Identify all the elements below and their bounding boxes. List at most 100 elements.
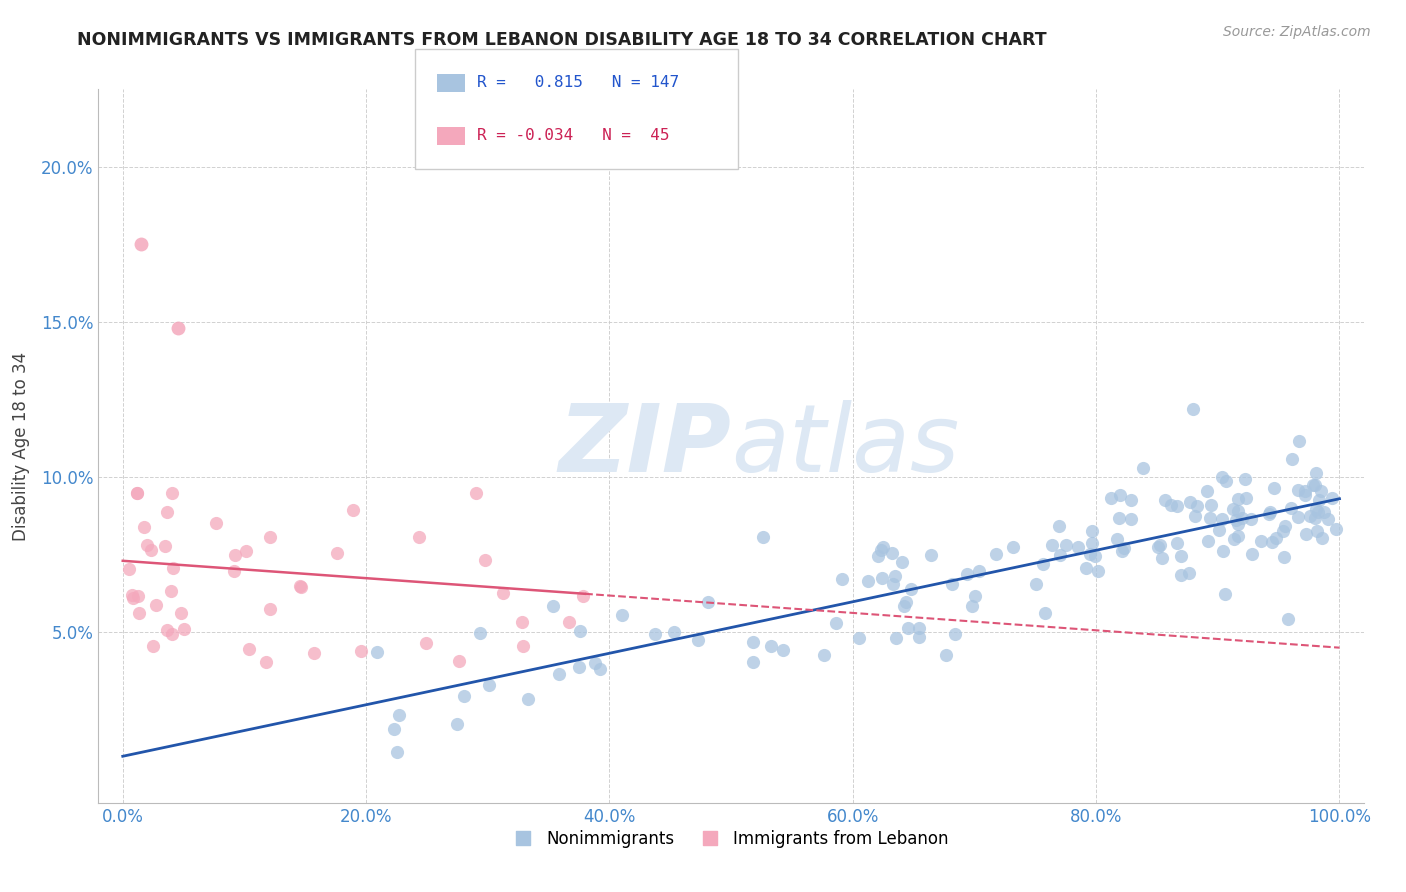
Point	[1234, 491, 1257, 505]
Point	[1309, 483, 1331, 498]
Point	[870, 543, 893, 558]
Point	[742, 634, 765, 648]
Point	[1294, 483, 1316, 498]
Point	[1264, 531, 1286, 545]
Point	[610, 608, 633, 623]
Point	[1227, 491, 1250, 506]
Point	[1211, 470, 1233, 484]
Point	[1078, 547, 1101, 561]
Point	[326, 546, 349, 560]
Point	[142, 640, 165, 654]
Point	[1178, 494, 1201, 508]
Point	[870, 571, 893, 585]
Point	[1305, 502, 1327, 516]
Point	[136, 538, 159, 552]
Point	[894, 595, 917, 609]
Text: Source: ZipAtlas.com: Source: ZipAtlas.com	[1223, 25, 1371, 39]
Point	[1286, 509, 1309, 524]
Point	[1250, 533, 1272, 548]
Point	[1305, 467, 1327, 481]
Point	[1326, 522, 1348, 536]
Point	[453, 690, 475, 704]
Point	[1281, 451, 1303, 466]
Point	[160, 583, 183, 598]
Point	[858, 574, 880, 588]
Point	[349, 644, 371, 658]
Point	[920, 548, 942, 562]
Point	[664, 625, 686, 640]
Point	[1225, 512, 1247, 526]
Point	[1132, 461, 1154, 475]
Point	[290, 580, 312, 594]
Point	[697, 594, 720, 608]
Text: NONIMMIGRANTS VS IMMIGRANTS FROM LEBANON DISABILITY AGE 18 TO 34 CORRELATION CHA: NONIMMIGRANTS VS IMMIGRANTS FROM LEBANON…	[77, 31, 1047, 49]
Point	[1054, 538, 1077, 552]
Point	[1241, 547, 1264, 561]
Point	[156, 624, 179, 638]
Point	[1032, 557, 1054, 571]
Point	[541, 599, 564, 613]
Point	[1234, 473, 1257, 487]
Point	[1226, 503, 1249, 517]
Point	[751, 530, 773, 544]
Point	[1271, 524, 1294, 539]
Point	[1170, 549, 1192, 564]
Point	[1184, 509, 1206, 524]
Point	[1299, 508, 1322, 523]
Point	[118, 562, 141, 576]
Point	[1149, 538, 1171, 552]
Point	[238, 642, 260, 657]
Point	[1107, 532, 1129, 546]
Point	[568, 660, 591, 674]
Point	[134, 519, 156, 533]
Point	[1067, 540, 1090, 554]
Point	[1258, 505, 1281, 519]
Point	[259, 601, 281, 615]
Point	[173, 623, 195, 637]
Point	[883, 568, 905, 582]
Point	[1170, 567, 1192, 582]
Point	[121, 591, 143, 605]
Point	[129, 237, 152, 252]
Point	[1197, 534, 1219, 549]
Point	[1211, 511, 1233, 525]
Point	[688, 633, 710, 648]
Point	[492, 585, 515, 599]
Point	[160, 626, 183, 640]
Point	[884, 631, 907, 645]
Point	[813, 648, 835, 662]
Point	[1240, 512, 1263, 526]
Point	[1258, 507, 1281, 521]
Point	[166, 321, 188, 335]
Point	[160, 485, 183, 500]
Point	[1213, 586, 1236, 600]
Point	[1160, 498, 1182, 512]
Point	[1295, 526, 1317, 541]
Point	[1322, 491, 1344, 505]
Point	[1303, 478, 1326, 492]
Point	[825, 616, 848, 631]
Point	[547, 667, 569, 681]
Point	[235, 543, 257, 558]
Point	[1195, 483, 1218, 498]
Point	[589, 662, 612, 676]
Point	[967, 564, 990, 578]
Point	[128, 606, 150, 620]
Point	[288, 578, 311, 592]
Point	[1286, 483, 1309, 498]
Point	[1212, 543, 1234, 558]
Point	[121, 589, 143, 603]
Point	[222, 564, 245, 578]
Point	[1187, 499, 1209, 513]
Point	[1263, 481, 1285, 495]
Point	[962, 599, 984, 613]
Point	[205, 516, 228, 531]
Point	[1222, 502, 1244, 516]
Point	[1310, 531, 1333, 545]
Point	[510, 615, 533, 630]
Point	[1223, 532, 1246, 546]
Point	[943, 626, 966, 640]
Point	[963, 589, 986, 603]
Y-axis label: Disability Age 18 to 34: Disability Age 18 to 34	[11, 351, 30, 541]
Point	[900, 582, 922, 597]
